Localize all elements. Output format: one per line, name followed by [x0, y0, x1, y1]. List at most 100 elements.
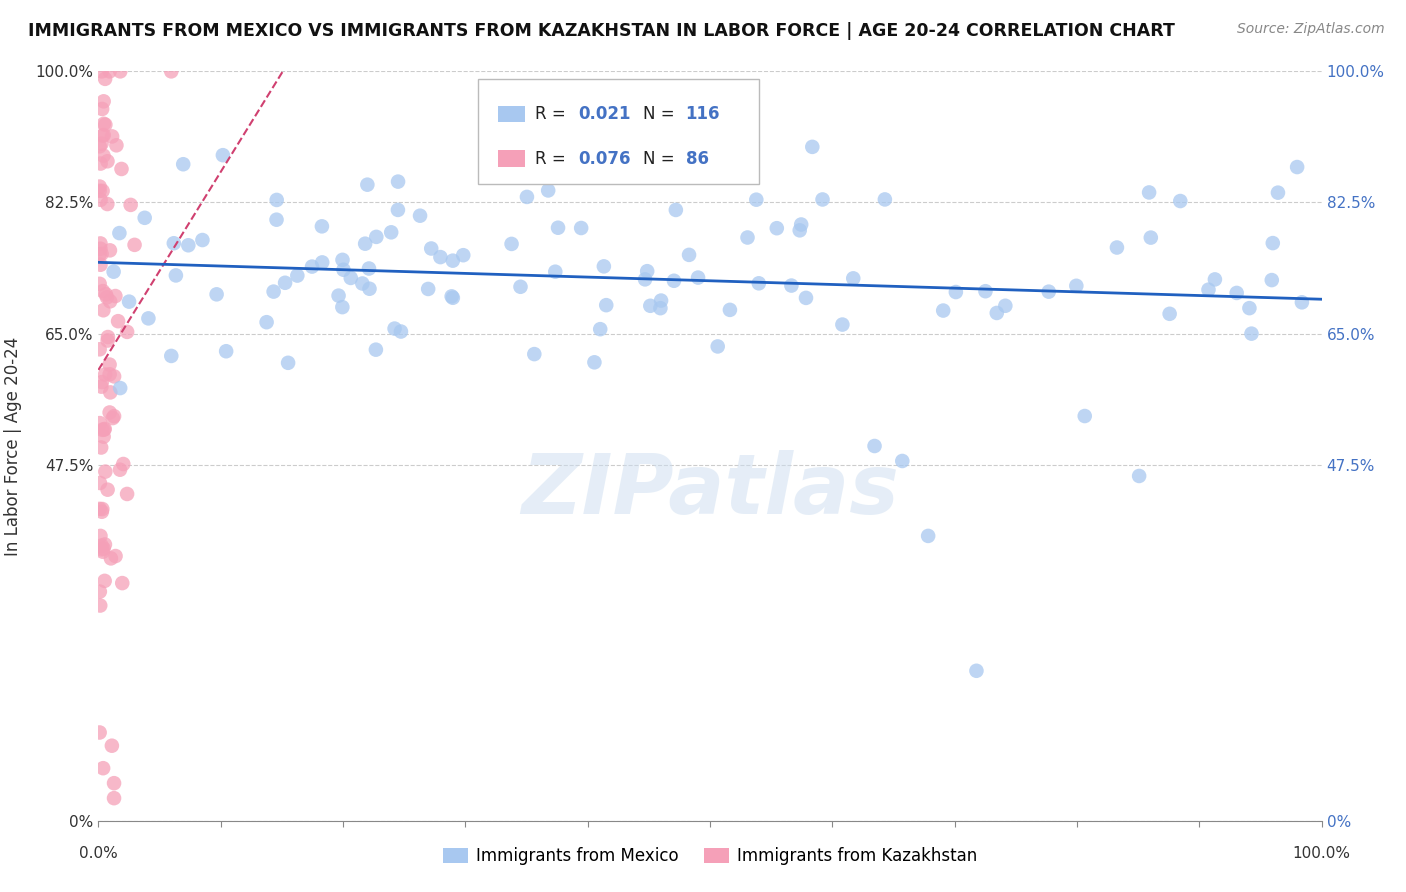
Point [89, 416, 111, 430]
Point [569, 221, 592, 235]
Point [1267, 186, 1289, 200]
Point [93, 128, 115, 142]
Point [359, 282, 381, 296]
Point [380, 225, 402, 239]
Point [90, 375, 112, 389]
Point [330, 300, 353, 314]
Point [1226, 285, 1249, 300]
Point [100, 551, 122, 566]
Point [965, 664, 987, 678]
Point [215, 344, 238, 359]
Point [107, 314, 129, 328]
Point [98, 368, 121, 382]
Point [716, 149, 738, 163]
Point [718, 302, 741, 317]
Point [134, 211, 156, 225]
Point [118, 294, 141, 309]
Point [94, 71, 117, 86]
Point [794, 291, 817, 305]
Point [662, 274, 685, 288]
Point [93, 422, 115, 436]
Point [172, 157, 194, 171]
Point [932, 303, 955, 318]
Text: 86: 86 [686, 150, 709, 168]
Point [115, 487, 138, 501]
Point [138, 311, 160, 326]
Point [328, 288, 350, 302]
Point [93, 95, 115, 109]
Bar [498, 105, 526, 122]
Point [91, 544, 114, 558]
Point [547, 220, 569, 235]
Point [97, 483, 120, 497]
Point [103, 369, 125, 384]
Point [160, 64, 183, 78]
Point [177, 238, 200, 252]
Point [263, 285, 285, 299]
Point [93, 148, 115, 162]
Text: 100.0%: 100.0% [1292, 846, 1351, 861]
Point [98, 358, 121, 372]
Point [387, 202, 409, 217]
Point [441, 291, 464, 305]
Point [90, 247, 112, 261]
Point [780, 278, 803, 293]
Point [91, 423, 114, 437]
Point [332, 252, 354, 267]
Point [93, 541, 115, 556]
Point [90, 542, 112, 557]
Point [97, 330, 120, 344]
Point [93, 574, 115, 588]
Point [105, 138, 128, 153]
Point [451, 248, 474, 262]
Point [745, 193, 768, 207]
Point [89, 277, 111, 291]
Point [1168, 194, 1191, 208]
Point [89, 599, 111, 613]
Point [686, 270, 709, 285]
Point [384, 321, 406, 335]
Point [89, 247, 111, 261]
Point [311, 219, 333, 234]
Point [994, 299, 1017, 313]
Point [90, 156, 112, 170]
Point [97, 334, 120, 348]
Point [1261, 236, 1284, 251]
Point [429, 250, 451, 264]
Point [418, 282, 440, 296]
Point [266, 193, 288, 207]
Point [112, 457, 135, 471]
Point [108, 226, 131, 240]
Point [274, 276, 297, 290]
Point [842, 271, 865, 285]
Point [90, 505, 112, 519]
Point [103, 776, 125, 790]
Point [103, 409, 125, 424]
Point [98, 385, 121, 400]
Point [650, 301, 672, 315]
Point [737, 230, 759, 244]
Text: 116: 116 [686, 104, 720, 123]
Point [98, 244, 121, 258]
Point [110, 64, 132, 78]
Point [748, 277, 770, 291]
Point [678, 248, 700, 262]
Point [91, 502, 114, 516]
Point [1038, 285, 1060, 299]
Text: R =: R = [536, 104, 571, 123]
Point [595, 298, 617, 312]
Point [790, 218, 813, 232]
Point [98, 64, 121, 78]
Point [441, 253, 464, 268]
Point [357, 261, 380, 276]
Point [89, 343, 111, 357]
Point [516, 190, 538, 204]
Point [873, 193, 896, 207]
Point [89, 236, 111, 251]
Point [1105, 240, 1128, 254]
Y-axis label: In Labor Force | Age 20-24: In Labor Force | Age 20-24 [4, 336, 21, 556]
Point [636, 157, 658, 171]
Point [91, 102, 114, 116]
Point [765, 221, 787, 235]
Point [94, 368, 117, 382]
